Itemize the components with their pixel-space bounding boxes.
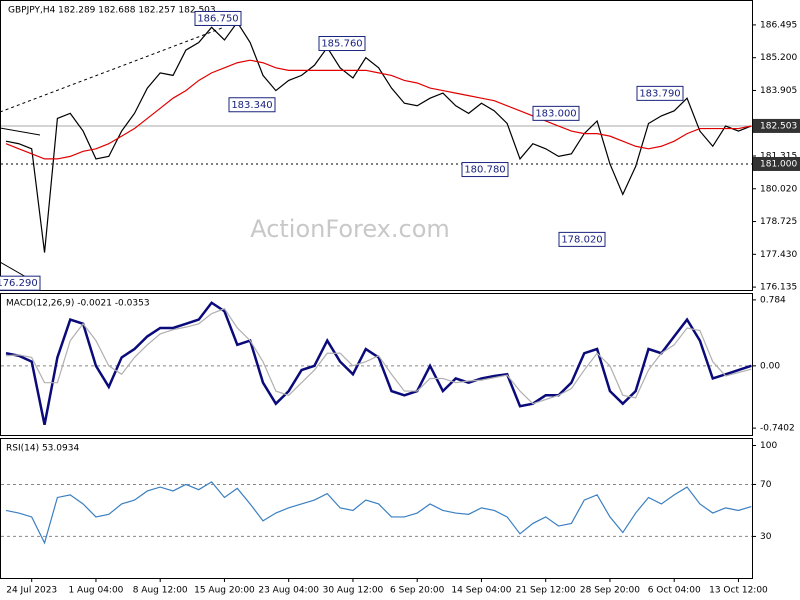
annotation-box: [558, 231, 606, 247]
annotation-label: 176.290: [0, 278, 38, 289]
annotation-label: 178.020: [561, 234, 602, 245]
annotation-label: 186.750: [197, 13, 238, 24]
annotation-box: [461, 162, 509, 178]
series-line: [5, 59, 752, 160]
annotation-box: [194, 10, 242, 26]
panel-title: RSI(14) 53.0934: [6, 444, 79, 454]
annotation-box: [636, 85, 684, 101]
annotation-label: 180.780: [464, 165, 505, 176]
x-tick-label: 23 Aug 04:00: [258, 586, 319, 596]
annotation-label: 183.340: [231, 100, 272, 111]
frames: [0, 0, 753, 579]
annotation-label: 183.790: [639, 88, 680, 99]
rsi-frame: [0, 438, 753, 579]
annotation-box: [318, 36, 366, 52]
x-tick-label: 1 Aug 04:00: [68, 586, 123, 596]
y-tick-label: 177.430: [760, 250, 797, 260]
x-tick-label: 13 Oct 12:00: [709, 586, 768, 596]
x-tick-label: 6 Oct 04:00: [648, 586, 701, 596]
price-frame: [0, 0, 753, 291]
series-line: [5, 307, 752, 405]
y-tick-label: 176.135: [760, 283, 797, 293]
watermark: ActionForex.com: [250, 215, 450, 243]
y-tick-label: 186.495: [760, 20, 797, 30]
y-tick-label: 181.315: [760, 152, 797, 162]
x-tick-label: 21 Sep 12:00: [516, 586, 576, 596]
y-tick-label: 100: [760, 441, 777, 451]
x-tick-label: 8 Aug 12:00: [133, 586, 188, 596]
price-marker-box: [753, 118, 800, 133]
y-tick-label: 0.784: [760, 295, 786, 305]
x-tick-label: 6 Sep 20:00: [390, 586, 445, 596]
y-tick-label: 183.905: [760, 86, 797, 96]
x-tick-label: 14 Sep 04:00: [451, 586, 511, 596]
x-tick-label: 24 Jul 2023: [6, 586, 57, 596]
series-line: [5, 21, 752, 253]
price-marker-box: [753, 156, 800, 171]
y-tick-label: 70: [760, 480, 772, 490]
series-line: [5, 301, 752, 425]
y-tick-label: -0.7402: [760, 424, 795, 434]
x-tick-label: 15 Aug 20:00: [194, 586, 255, 596]
annotation-box: [228, 97, 276, 113]
macd-frame: [0, 293, 753, 436]
y-tick-label: 0.00: [760, 361, 780, 371]
annotation-box: [0, 275, 41, 291]
price-marker-label: 181.000: [760, 159, 797, 169]
x-tick-label: 30 Aug 12:00: [323, 586, 384, 596]
series-line: [5, 481, 752, 545]
annotation-box: [532, 105, 580, 121]
x-tick-label: 28 Sep 20:00: [580, 586, 640, 596]
y-tick-label: 185.200: [760, 53, 797, 63]
annotation-label: 185.760: [321, 39, 362, 50]
panel-title: GBPJPY,H4 182.289 182.688 182.257 182.50…: [8, 6, 216, 16]
y-tick-label: 178.725: [760, 217, 797, 227]
channel-line: [0, 127, 41, 136]
y-tick-label: 180.020: [760, 184, 797, 194]
annotation-label: 183.000: [535, 108, 576, 119]
price-marker-label: 182.503: [760, 121, 797, 131]
panel-title: MACD(12,26,9) -0.0021 -0.0353: [6, 299, 150, 309]
y-tick-label: 30: [760, 532, 772, 542]
